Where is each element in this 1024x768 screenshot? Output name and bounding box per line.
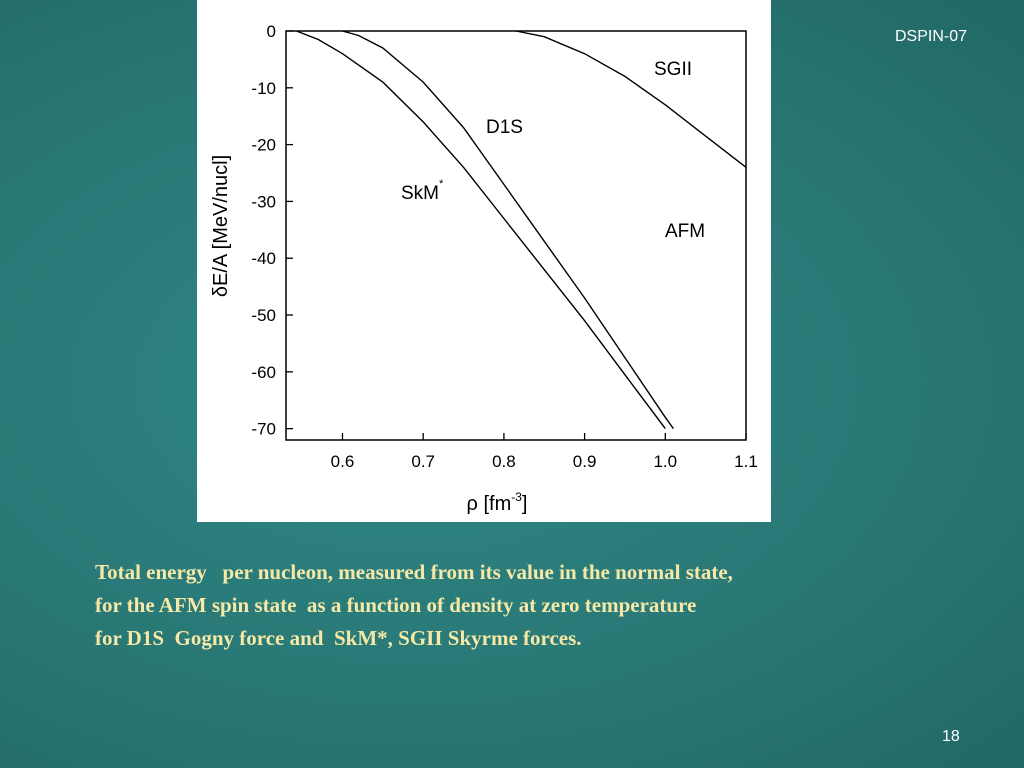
- x-axis-label: ρ [fm-3]: [467, 490, 528, 515]
- curve: [342, 30, 674, 430]
- y-tick-label: -30: [251, 192, 276, 211]
- y-tick-label: -70: [251, 420, 276, 439]
- x-tick-label: 0.7: [411, 452, 435, 471]
- annotation-text: D1S: [486, 117, 523, 138]
- annotation-text: AFM: [665, 221, 705, 242]
- x-axis-label-text: ρ [fm: [467, 493, 512, 515]
- curve: [296, 30, 666, 430]
- annotation: SGII: [654, 59, 692, 80]
- annotation-text: SkM: [401, 183, 439, 204]
- y-tick-label: 0: [267, 22, 276, 41]
- annotation: AFM: [665, 221, 705, 242]
- annotation: SkM*: [401, 178, 444, 204]
- x-tick-label: 1.0: [653, 452, 677, 471]
- y-tick-label: -20: [251, 136, 276, 155]
- slide-number: 18: [942, 728, 960, 745]
- caption-line: for the AFM spin state as a function of …: [95, 593, 697, 617]
- x-tick-label: 0.6: [331, 452, 355, 471]
- x-axis-label-end: ]: [522, 493, 528, 515]
- y-tick-label: -50: [251, 306, 276, 325]
- y-axis-label: δE/A [MeV/nucl]: [210, 155, 232, 297]
- chart-box: 0 -10 -20 -30 -40 -50 -60 -70 0.6 0.7 0.8 0.9 1.0 1.1…: [197, 0, 771, 522]
- x-tick-label: 0.8: [492, 452, 516, 471]
- x-tick-label: 1.1: [734, 452, 758, 471]
- annotation: D1S: [486, 117, 523, 138]
- y-tick-label: -60: [251, 363, 276, 382]
- y-tick-label: -10: [251, 79, 276, 98]
- caption-line: for D1S Gogny force and SkM*, SGII Skyrm…: [95, 626, 582, 650]
- slide-tag: DSPIN-07: [895, 28, 968, 45]
- curve: [515, 30, 747, 168]
- annotation-text: SGII: [654, 59, 692, 80]
- x-tick-label: 0.9: [573, 452, 597, 471]
- y-tick-label: -40: [251, 249, 276, 268]
- caption-line: Total energy per nucleon, measured from …: [95, 560, 733, 584]
- chart: 0 -10 -20 -30 -40 -50 -60 -70 0.6 0.7 0.8 0.9 1.0 1.1…: [210, 22, 758, 515]
- x-axis-label-sup: -3: [511, 490, 522, 504]
- annotation-sup: *: [439, 178, 444, 190]
